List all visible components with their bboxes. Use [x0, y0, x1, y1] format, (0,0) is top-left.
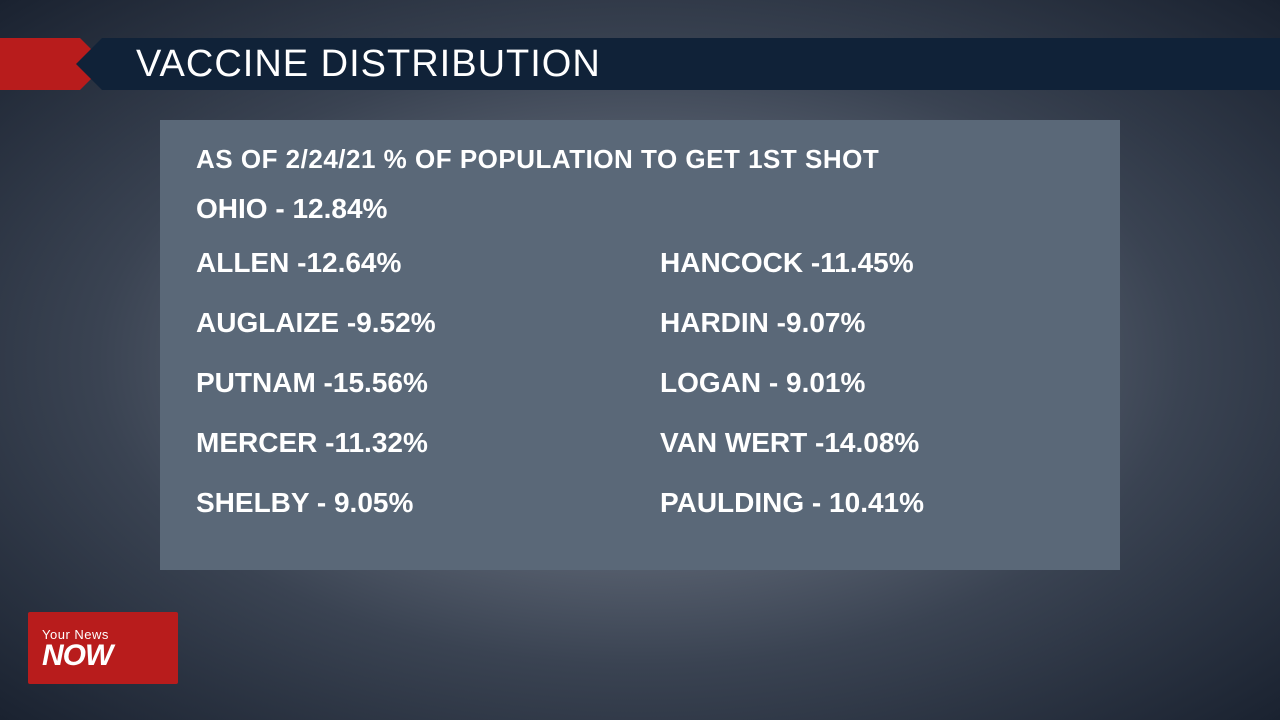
county-row: VAN WERT -14.08%: [660, 427, 1084, 459]
title-accent-red: [0, 38, 80, 90]
title-bar: VACCINE DISTRIBUTION: [0, 38, 1280, 90]
county-row: PAULDING - 10.41%: [660, 487, 1084, 519]
panel-subtitle: AS OF 2/24/21 % OF POPULATION TO GET 1ST…: [196, 144, 1084, 175]
state-name: OHIO: [196, 193, 268, 224]
logo-line2: NOW: [42, 642, 178, 669]
county-row: LOGAN - 9.01%: [660, 367, 1084, 399]
state-row: OHIO - 12.84%: [196, 193, 1084, 225]
county-row: MERCER -11.32%: [196, 427, 620, 459]
county-row: ALLEN -12.64%: [196, 247, 620, 279]
county-row: PUTNAM -15.56%: [196, 367, 620, 399]
county-row: SHELBY - 9.05%: [196, 487, 620, 519]
title-text: VACCINE DISTRIBUTION: [76, 38, 1280, 90]
data-panel: AS OF 2/24/21 % OF POPULATION TO GET 1ST…: [160, 120, 1120, 570]
county-row: HARDIN -9.07%: [660, 307, 1084, 339]
county-row: AUGLAIZE -9.52%: [196, 307, 620, 339]
counties-right-column: HANCOCK -11.45% HARDIN -9.07% LOGAN - 9.…: [660, 247, 1084, 547]
station-logo: Your News NOW: [28, 612, 178, 684]
counties-left-column: ALLEN -12.64% AUGLAIZE -9.52% PUTNAM -15…: [196, 247, 620, 547]
county-row: HANCOCK -11.45%: [660, 247, 1084, 279]
state-value: 12.84%: [292, 193, 387, 224]
